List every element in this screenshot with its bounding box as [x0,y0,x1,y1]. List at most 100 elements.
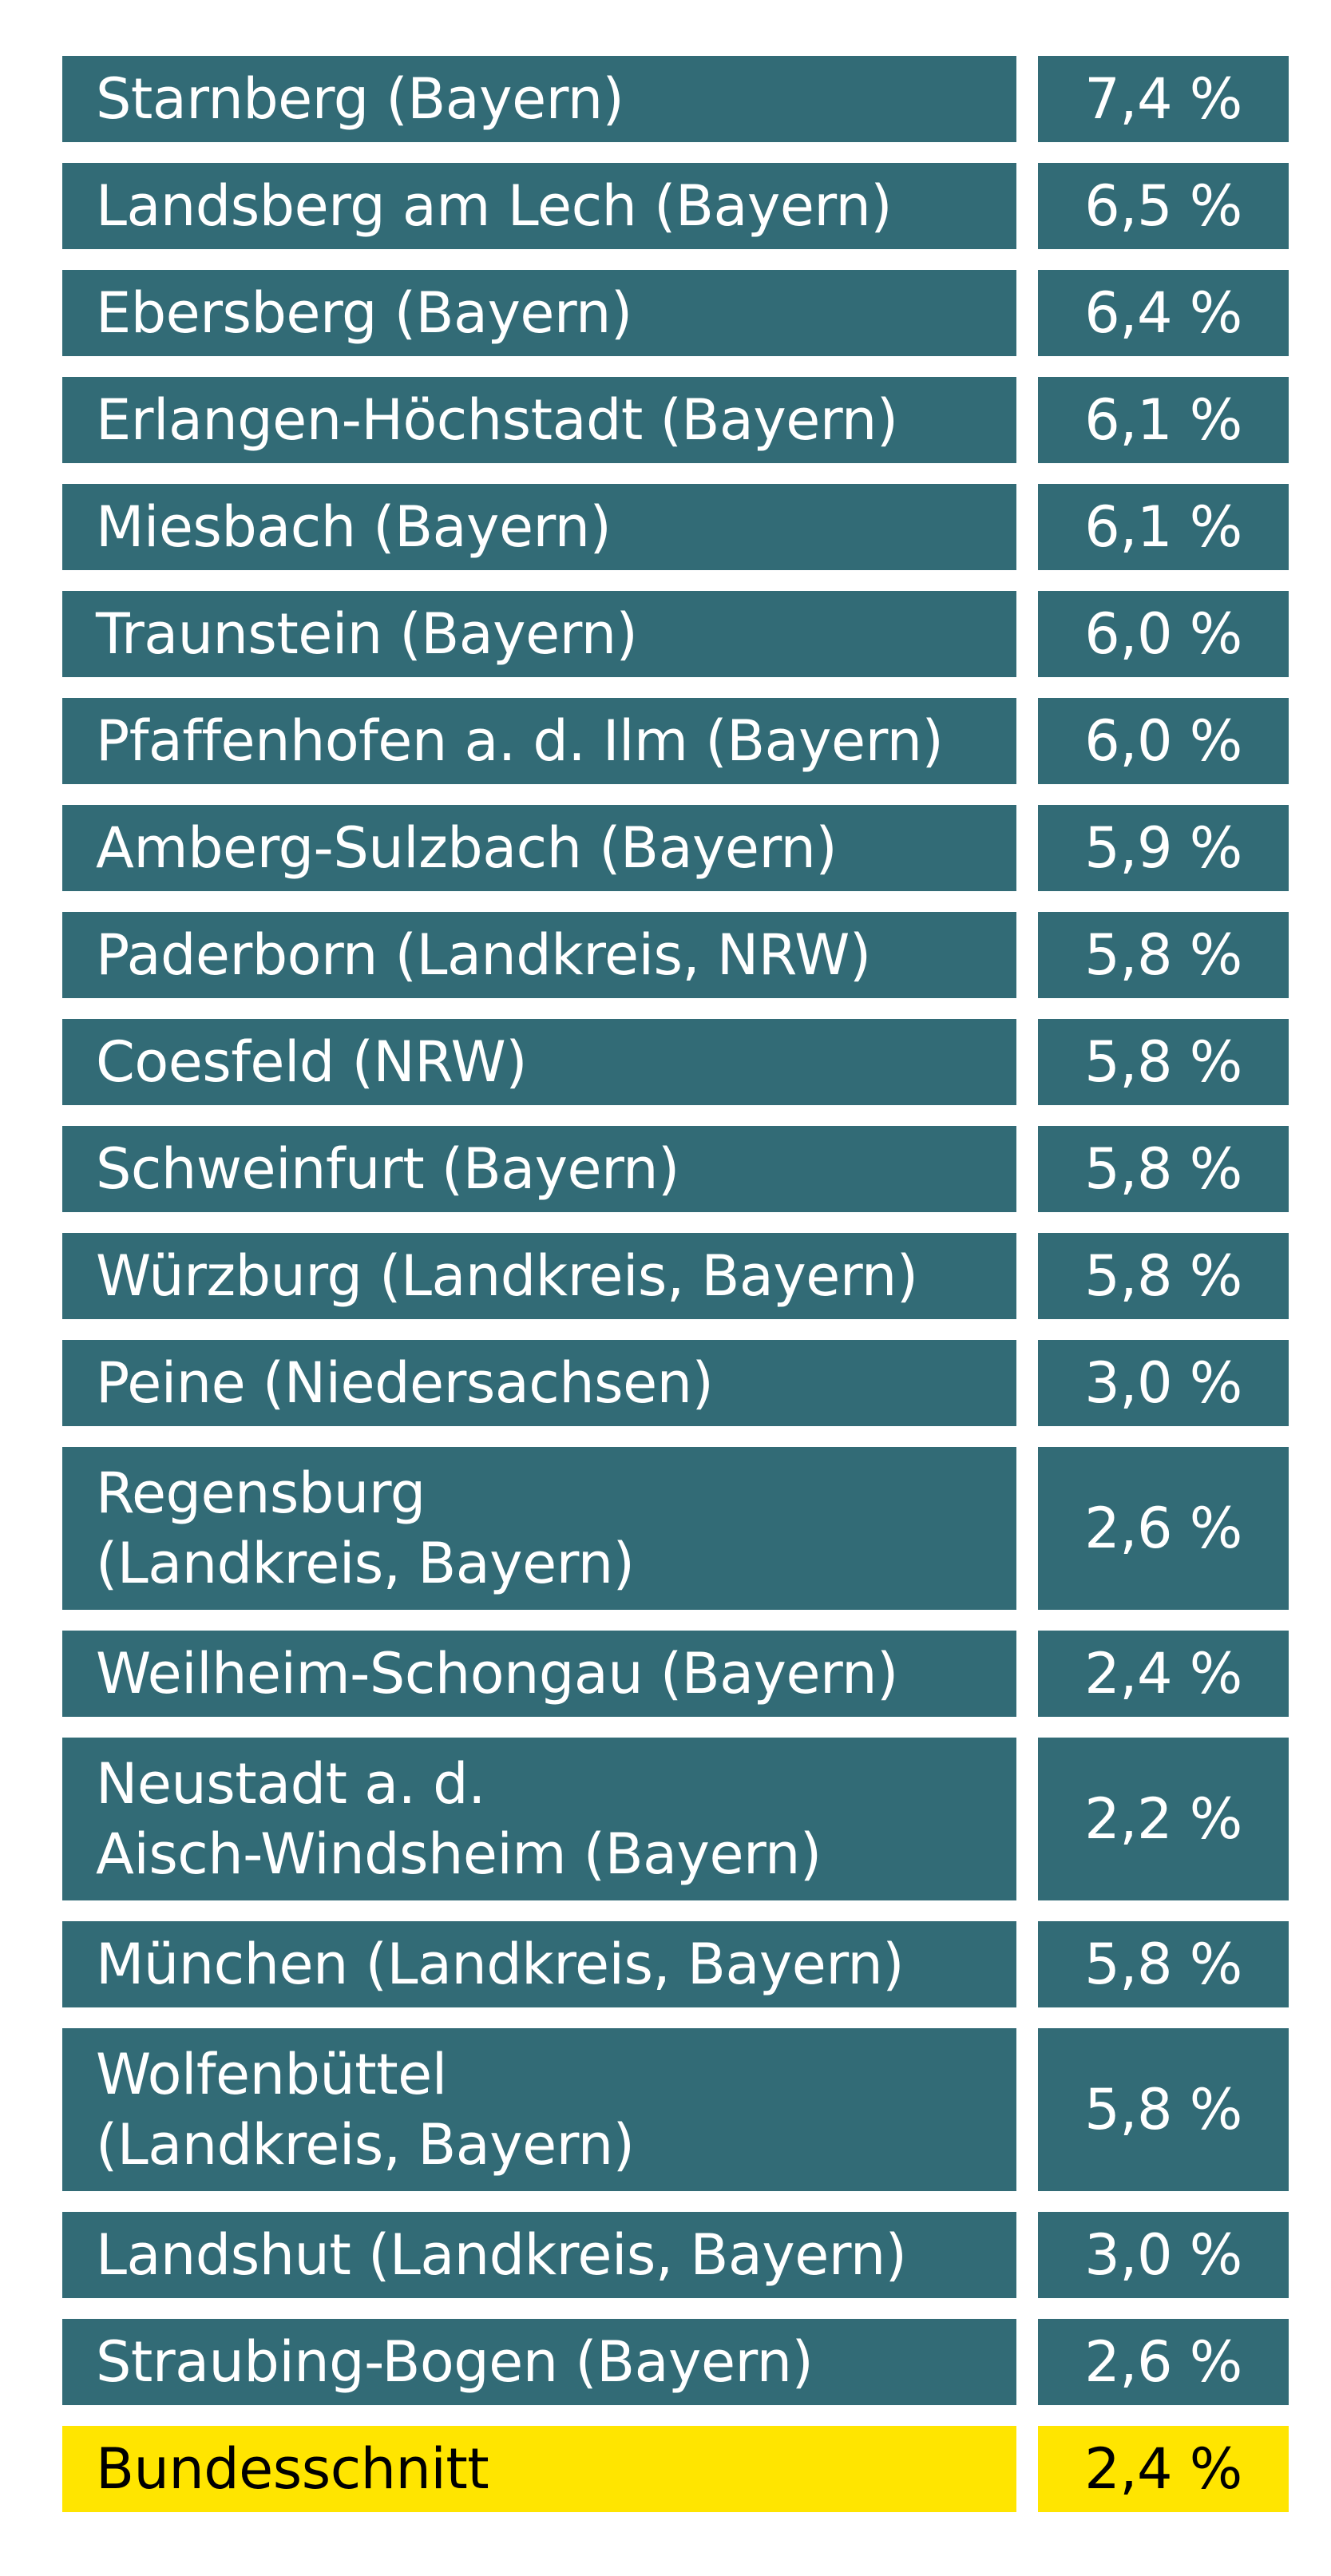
row-value-text: 5,9 % [1084,815,1242,881]
row-value: 6,5 % [1038,163,1289,249]
row-value: 3,0 % [1038,2212,1289,2298]
row-label: Bundesschnitt [62,2426,1016,2512]
row-value: 5,9 % [1038,805,1289,891]
row-label: München (Landkreis, Bayern) [62,1921,1016,2007]
row-value-text: 5,8 % [1084,2077,1242,2142]
table-row: Miesbach (Bayern) 6,1 % [62,484,1289,570]
row-value: 3,0 % [1038,1340,1289,1426]
row-label-text: München (Landkreis, Bayern) [96,1932,905,1997]
table-row: Traunstein (Bayern) 6,0 % [62,591,1289,677]
row-label-text: Ebersberg (Bayern) [96,280,632,346]
row-value-text: 6,5 % [1084,173,1242,239]
row-value: 6,1 % [1038,484,1289,570]
row-label: Neustadt a. d. Aisch-Windsheim (Bayern) [62,1738,1016,1900]
row-value-text: 6,1 % [1084,494,1242,560]
row-label-text: Weilheim-Schongau (Bayern) [96,1641,898,1706]
table-row: Würzburg (Landkreis, Bayern) 5,8 % [62,1233,1289,1319]
row-label-text: Schweinfurt (Bayern) [96,1136,679,1202]
row-label-text: Starnberg (Bayern) [96,66,624,132]
row-label-text: Straubing-Bogen (Bayern) [96,2329,814,2395]
row-value-text: 6,1 % [1084,387,1242,453]
row-value-text: 5,8 % [1084,922,1242,988]
row-value: 2,6 % [1038,1447,1289,1610]
table-row: Schweinfurt (Bayern) 5,8 % [62,1126,1289,1212]
row-label: Paderborn (Landkreis, NRW) [62,912,1016,998]
row-label: Wolfenbüttel (Landkreis, Bayern) [62,2028,1016,2191]
row-label: Miesbach (Bayern) [62,484,1016,570]
row-value: 5,8 % [1038,2028,1289,2191]
row-value-text: 6,0 % [1084,601,1242,667]
row-label: Regensburg (Landkreis, Bayern) [62,1447,1016,1610]
row-value: 2,4 % [1038,1631,1289,1717]
row-label: Coesfeld (NRW) [62,1019,1016,1105]
row-value-text: 6,0 % [1084,708,1242,774]
table-row: Landsberg am Lech (Bayern) 6,5 % [62,163,1289,249]
row-label: Schweinfurt (Bayern) [62,1126,1016,1212]
row-label-text: Bundesschnitt [96,2436,489,2502]
table-row: Straubing-Bogen (Bayern) 2,6 % [62,2319,1289,2405]
district-value-table: Starnberg (Bayern) 7,4 % Landsberg am Lech… [62,56,1289,2533]
row-label: Straubing-Bogen (Bayern) [62,2319,1016,2405]
row-label-text: Landsberg am Lech (Bayern) [96,173,893,239]
row-value: 5,8 % [1038,912,1289,998]
row-label: Erlangen-Höchstadt (Bayern) [62,377,1016,463]
row-value-text: 6,4 % [1084,280,1242,346]
row-value-text: 5,8 % [1084,1136,1242,1202]
row-label: Ebersberg (Bayern) [62,270,1016,356]
row-label-text: Wolfenbüttel (Landkreis, Bayern) [96,2042,635,2178]
table-row: Neustadt a. d. Aisch-Windsheim (Bayern) 2,… [62,1738,1289,1900]
row-label: Würzburg (Landkreis, Bayern) [62,1233,1016,1319]
row-value: 6,4 % [1038,270,1289,356]
row-value: 2,4 % [1038,2426,1289,2512]
row-value-text: 2,2 % [1084,1786,1242,1852]
row-value-text: 5,8 % [1084,1243,1242,1309]
row-label-text: Regensburg (Landkreis, Bayern) [96,1460,635,1596]
row-label-text: Würzburg (Landkreis, Bayern) [96,1243,918,1309]
row-label: Amberg-Sulzbach (Bayern) [62,805,1016,891]
row-value-text: 2,6 % [1084,2329,1242,2395]
row-label: Landsberg am Lech (Bayern) [62,163,1016,249]
row-value: 6,0 % [1038,698,1289,784]
table-row: Starnberg (Bayern) 7,4 % [62,56,1289,142]
table-row: Landshut (Landkreis, Bayern) 3,0 % [62,2212,1289,2298]
row-value-text: 5,8 % [1084,1029,1242,1095]
table-row: Wolfenbüttel (Landkreis, Bayern) 5,8 % [62,2028,1289,2191]
row-value: 5,8 % [1038,1126,1289,1212]
row-label: Weilheim-Schongau (Bayern) [62,1631,1016,1717]
table-row: Regensburg (Landkreis, Bayern) 2,6 % [62,1447,1289,1610]
row-label-text: Erlangen-Höchstadt (Bayern) [96,387,898,453]
row-value: 6,0 % [1038,591,1289,677]
row-label: Pfaffenhofen a. d. Ilm (Bayern) [62,698,1016,784]
row-label-text: Paderborn (Landkreis, NRW) [96,922,871,988]
row-label-text: Neustadt a. d. Aisch-Windsheim (Bayern) [96,1751,822,1887]
row-value: 6,1 % [1038,377,1289,463]
table-row: Coesfeld (NRW) 5,8 % [62,1019,1289,1105]
row-value-text: 2,4 % [1084,2436,1242,2502]
row-label: Traunstein (Bayern) [62,591,1016,677]
table-row: München (Landkreis, Bayern) 5,8 % [62,1921,1289,2007]
row-label-text: Landshut (Landkreis, Bayern) [96,2222,907,2288]
row-value: 5,8 % [1038,1019,1289,1105]
row-label-text: Miesbach (Bayern) [96,494,612,560]
table-row: Ebersberg (Bayern) 6,4 % [62,270,1289,356]
row-value-text: 3,0 % [1084,2222,1242,2288]
row-label-text: Amberg-Sulzbach (Bayern) [96,815,838,881]
row-value: 7,4 % [1038,56,1289,142]
table-row: Pfaffenhofen a. d. Ilm (Bayern) 6,0 % [62,698,1289,784]
row-value: 5,8 % [1038,1921,1289,2007]
row-value-text: 7,4 % [1084,66,1242,132]
row-value: 2,2 % [1038,1738,1289,1900]
table-row: Paderborn (Landkreis, NRW) 5,8 % [62,912,1289,998]
row-value: 2,6 % [1038,2319,1289,2405]
row-label-text: Traunstein (Bayern) [96,601,638,667]
row-value-text: 5,8 % [1084,1932,1242,1997]
row-value-text: 3,0 % [1084,1350,1242,1416]
row-value-text: 2,4 % [1084,1641,1242,1706]
row-value-text: 2,6 % [1084,1496,1242,1561]
table-row: Weilheim-Schongau (Bayern) 2,4 % [62,1631,1289,1717]
row-label: Peine (Niedersachsen) [62,1340,1016,1426]
table-row: Amberg-Sulzbach (Bayern) 5,9 % [62,805,1289,891]
table-row: Erlangen-Höchstadt (Bayern) 6,1 % [62,377,1289,463]
average-row: Bundesschnitt 2,4 % [62,2426,1289,2512]
row-label-text: Coesfeld (NRW) [96,1029,528,1095]
